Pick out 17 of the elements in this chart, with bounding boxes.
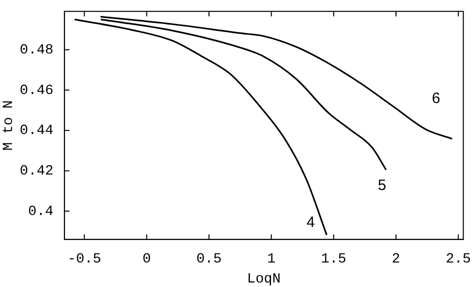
x-tick-label: 0.5 <box>196 252 222 268</box>
x-tick-label: 0 <box>142 252 151 268</box>
series-label: 6 <box>432 90 440 107</box>
y-tick-label: 0.48 <box>20 42 54 58</box>
x-tick-label: 1 <box>267 252 276 268</box>
x-tick-label: -0.5 <box>68 252 102 268</box>
x-tick-label: 2 <box>392 252 400 268</box>
y-tick-label: 0.4 <box>28 204 54 220</box>
y-tick-label: 0.44 <box>20 123 54 140</box>
x-axis-title: LoqN <box>247 271 281 287</box>
y-tick-label: 0.42 <box>20 164 54 180</box>
series-label: 5 <box>378 176 386 194</box>
x-tick-label: 1.5 <box>321 252 346 268</box>
x-tick-label: 2.5 <box>446 252 471 268</box>
y-axis-title: M to N <box>1 100 18 151</box>
y-tick-label: 0.46 <box>20 82 54 99</box>
series-label: 4 <box>306 214 315 232</box>
